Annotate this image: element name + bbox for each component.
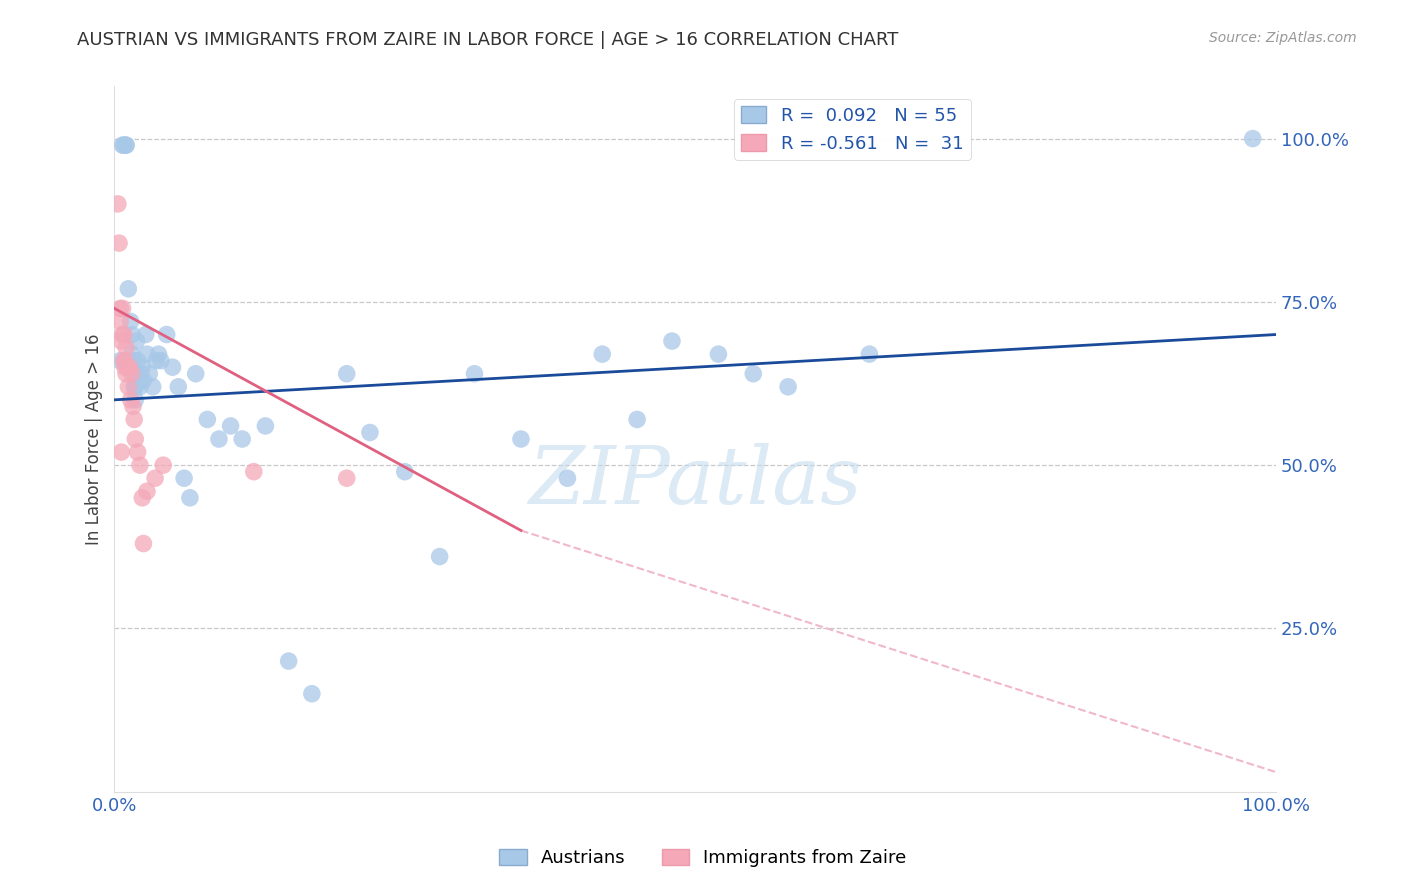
Point [219, 419, 242, 434]
Point [121, 327, 143, 342]
Text: ZIPatlas: ZIPatlas [529, 442, 862, 520]
Point [117, 282, 139, 296]
Point [115, 138, 138, 153]
Point [111, 138, 134, 153]
Point [301, 687, 323, 701]
Point [112, 353, 135, 368]
Point [129, 380, 152, 394]
Legend: R =  0.092   N = 55, R = -0.561   N =  31: R = 0.092 N = 55, R = -0.561 N = 31 [734, 99, 970, 160]
Point [132, 373, 155, 387]
Point [131, 360, 153, 375]
Point [120, 392, 142, 407]
Point [156, 327, 179, 342]
Point [394, 465, 416, 479]
Point [707, 347, 730, 361]
Point [173, 471, 195, 485]
Point [136, 484, 159, 499]
Point [115, 341, 138, 355]
Point [277, 654, 299, 668]
Point [195, 412, 218, 426]
Point [124, 392, 146, 407]
Point [122, 400, 145, 414]
Point [510, 432, 533, 446]
Y-axis label: In Labor Force | Age > 16: In Labor Force | Age > 16 [86, 334, 103, 545]
Point [118, 360, 141, 375]
Point [142, 380, 165, 394]
Legend: Austrians, Immigrants from Zaire: Austrians, Immigrants from Zaire [492, 841, 914, 874]
Point [115, 360, 138, 375]
Point [463, 367, 485, 381]
Point [429, 549, 451, 564]
Point [148, 347, 170, 361]
Point [120, 314, 142, 328]
Point [136, 347, 159, 361]
Point [108, 236, 131, 251]
Point [167, 380, 190, 394]
Point [661, 334, 683, 348]
Point [115, 367, 138, 381]
Point [162, 360, 184, 375]
Point [135, 327, 157, 342]
Point [110, 445, 132, 459]
Text: Source: ZipAtlas.com: Source: ZipAtlas.com [1209, 31, 1357, 45]
Point [112, 327, 135, 342]
Point [208, 432, 231, 446]
Point [132, 536, 155, 550]
Point [557, 471, 579, 485]
Point [127, 445, 149, 459]
Point [145, 353, 167, 368]
Point [359, 425, 381, 440]
Point [107, 197, 129, 211]
Point [112, 138, 135, 153]
Point [124, 432, 146, 446]
Point [1241, 131, 1264, 145]
Point [254, 419, 277, 434]
Point [127, 367, 149, 381]
Point [114, 353, 136, 368]
Point [122, 353, 145, 368]
Point [243, 465, 266, 479]
Point [231, 432, 253, 446]
Point [122, 412, 145, 426]
Point [114, 360, 136, 375]
Point [742, 367, 765, 381]
Point [152, 458, 174, 472]
Point [111, 327, 134, 342]
Point [117, 380, 139, 394]
Point [111, 301, 134, 316]
Point [110, 301, 132, 316]
Point [127, 353, 149, 368]
Point [138, 367, 160, 381]
Point [110, 334, 132, 348]
Point [110, 353, 132, 368]
Point [336, 367, 359, 381]
Point [125, 334, 148, 348]
Point [121, 367, 143, 381]
Point [858, 347, 880, 361]
Point [149, 353, 172, 368]
Point [121, 347, 143, 361]
Point [143, 471, 166, 485]
Point [110, 314, 132, 328]
Point [131, 491, 153, 505]
Text: AUSTRIAN VS IMMIGRANTS FROM ZAIRE IN LABOR FORCE | AGE > 16 CORRELATION CHART: AUSTRIAN VS IMMIGRANTS FROM ZAIRE IN LAB… [77, 31, 898, 49]
Point [129, 458, 152, 472]
Point [591, 347, 613, 361]
Point [626, 412, 648, 426]
Point [129, 367, 152, 381]
Point [184, 367, 207, 381]
Point [778, 380, 800, 394]
Point [179, 491, 201, 505]
Point [336, 471, 359, 485]
Point [124, 380, 146, 394]
Point [122, 380, 145, 394]
Point [115, 138, 138, 153]
